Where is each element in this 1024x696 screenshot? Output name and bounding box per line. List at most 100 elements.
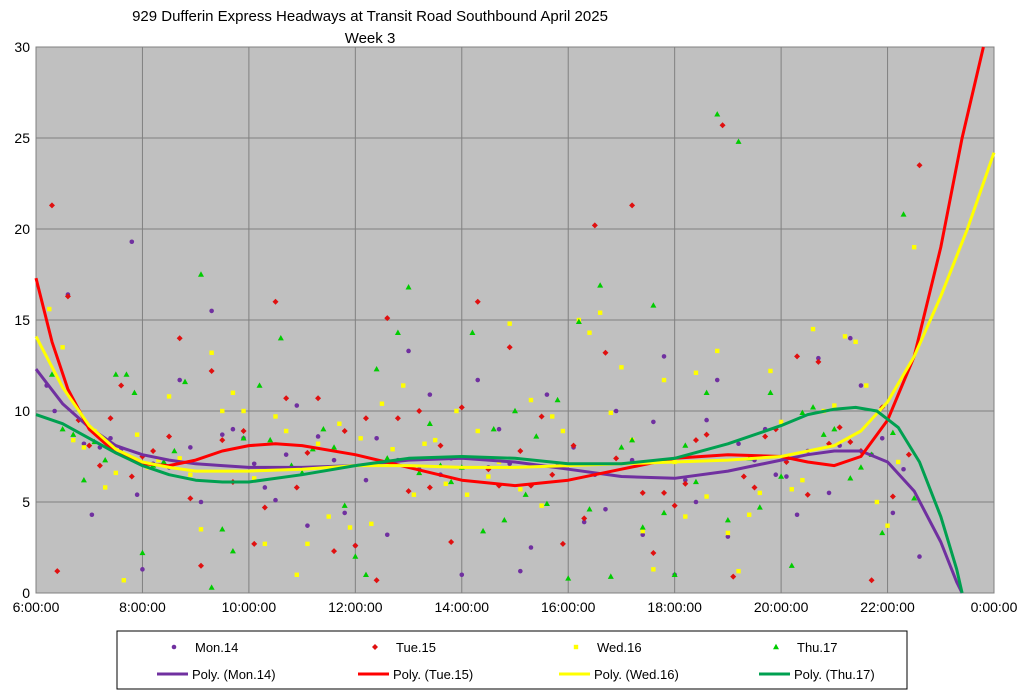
legend-label: Poly. (Thu.17) — [794, 667, 875, 682]
point-wed-16 — [241, 408, 246, 414]
point-wed-16 — [800, 477, 805, 483]
legend-marker-tue-15 — [372, 644, 378, 650]
point-mon-14 — [427, 392, 433, 397]
point-tue-15 — [458, 404, 465, 411]
point-thu-17 — [692, 478, 699, 485]
point-thu-17 — [565, 575, 572, 581]
point-thu-17 — [394, 329, 401, 335]
point-thu-17 — [229, 547, 236, 554]
x-axis-ticks: 6:00:00 8:00:00 10:00:00 12:00:00 14:00:00 16… — [13, 599, 1018, 615]
point-thu-17 — [480, 527, 487, 534]
point-thu-17 — [197, 271, 204, 277]
x-tick-label: 0:00:00 — [971, 599, 1018, 615]
trendline-poly-mon-14 — [34, 368, 964, 594]
point-wed-16 — [715, 348, 720, 354]
point-wed-16 — [283, 428, 289, 434]
point-mon-14 — [331, 457, 337, 463]
point-tue-15 — [176, 335, 183, 342]
point-thu-17 — [320, 426, 327, 432]
point-wed-16 — [220, 408, 225, 414]
trendline-poly-thu-17 — [35, 405, 964, 594]
point-thu-17 — [80, 476, 87, 483]
point-wed-16 — [252, 476, 257, 481]
point-wed-16 — [608, 410, 613, 416]
point-tue-15 — [362, 415, 369, 422]
point-mon-14 — [661, 354, 667, 359]
point-tue-15 — [804, 491, 811, 498]
point-mon-14 — [384, 532, 390, 538]
point-wed-16 — [768, 368, 773, 374]
point-mon-14 — [773, 472, 779, 478]
point-wed-16 — [113, 470, 119, 476]
point-mon-14 — [294, 403, 300, 408]
point-tue-15 — [405, 488, 412, 495]
point-tue-15 — [373, 577, 380, 584]
point-mon-14 — [406, 348, 411, 354]
chart-title: 929 Dufferin Express Headways at Transit… — [132, 8, 608, 25]
point-wed-16 — [885, 523, 890, 528]
point-mon-14 — [901, 466, 906, 472]
point-wed-16 — [230, 390, 236, 395]
point-wed-16 — [507, 321, 512, 326]
point-wed-16 — [47, 306, 52, 312]
legend-label: Wed.16 — [597, 640, 642, 655]
point-thu-17 — [778, 473, 785, 479]
point-thu-17 — [767, 389, 774, 395]
point-thu-17 — [810, 404, 817, 410]
point-tue-15 — [166, 433, 173, 440]
point-mon-14 — [52, 408, 57, 414]
x-tick-label: 8:00:00 — [119, 599, 166, 615]
point-tue-15 — [416, 408, 423, 414]
point-tue-15 — [384, 315, 391, 322]
point-tue-15 — [304, 449, 311, 456]
point-tue-15 — [591, 222, 598, 229]
point-wed-16 — [911, 245, 917, 250]
point-wed-16 — [539, 503, 544, 508]
point-tue-15 — [315, 395, 322, 402]
point-thu-17 — [703, 389, 710, 395]
point-thu-17 — [879, 529, 886, 536]
point-tue-15 — [283, 395, 290, 402]
point-wed-16 — [273, 414, 278, 419]
point-thu-17 — [341, 502, 348, 508]
point-tue-15 — [128, 473, 135, 480]
point-mon-14 — [459, 572, 465, 578]
point-thu-17 — [661, 509, 668, 516]
point-thu-17 — [331, 444, 338, 450]
point-wed-16 — [294, 572, 299, 577]
point-thu-17 — [671, 571, 678, 577]
y-tick-label: 30 — [14, 39, 30, 55]
point-tue-15 — [661, 489, 668, 496]
point-tue-15 — [96, 462, 103, 469]
point-wed-16 — [454, 408, 459, 414]
point-tue-15 — [517, 448, 524, 455]
point-tue-15 — [150, 448, 157, 455]
point-tue-15 — [86, 442, 93, 449]
point-tue-15 — [240, 428, 247, 435]
point-mon-14 — [209, 308, 214, 314]
point-mon-14 — [251, 461, 257, 467]
point-wed-16 — [198, 527, 204, 532]
point-thu-17 — [384, 455, 391, 461]
point-thu-17 — [352, 553, 359, 559]
point-tue-15 — [272, 298, 279, 305]
point-tue-15 — [730, 573, 737, 580]
point-tue-15 — [219, 437, 226, 444]
legend: Mon.14 Tue.15 Wed.16 Thu.17 Poly. (Mon.14) Po… — [157, 640, 875, 682]
point-mon-14 — [816, 355, 821, 361]
point-mon-14 — [693, 499, 699, 505]
chart-subtitle: Week 3 — [345, 30, 396, 47]
point-tue-15 — [559, 540, 566, 547]
y-tick-label: 0 — [22, 585, 30, 601]
point-mon-14 — [784, 474, 789, 479]
x-tick-label: 18:00:00 — [647, 599, 702, 615]
point-wed-16 — [560, 428, 566, 434]
point-thu-17 — [607, 573, 614, 579]
point-mon-14 — [544, 392, 550, 397]
point-mon-14 — [496, 426, 502, 432]
point-tue-15 — [54, 568, 61, 575]
point-wed-16 — [853, 339, 858, 345]
point-thu-17 — [70, 431, 77, 437]
point-mon-14 — [219, 432, 225, 437]
